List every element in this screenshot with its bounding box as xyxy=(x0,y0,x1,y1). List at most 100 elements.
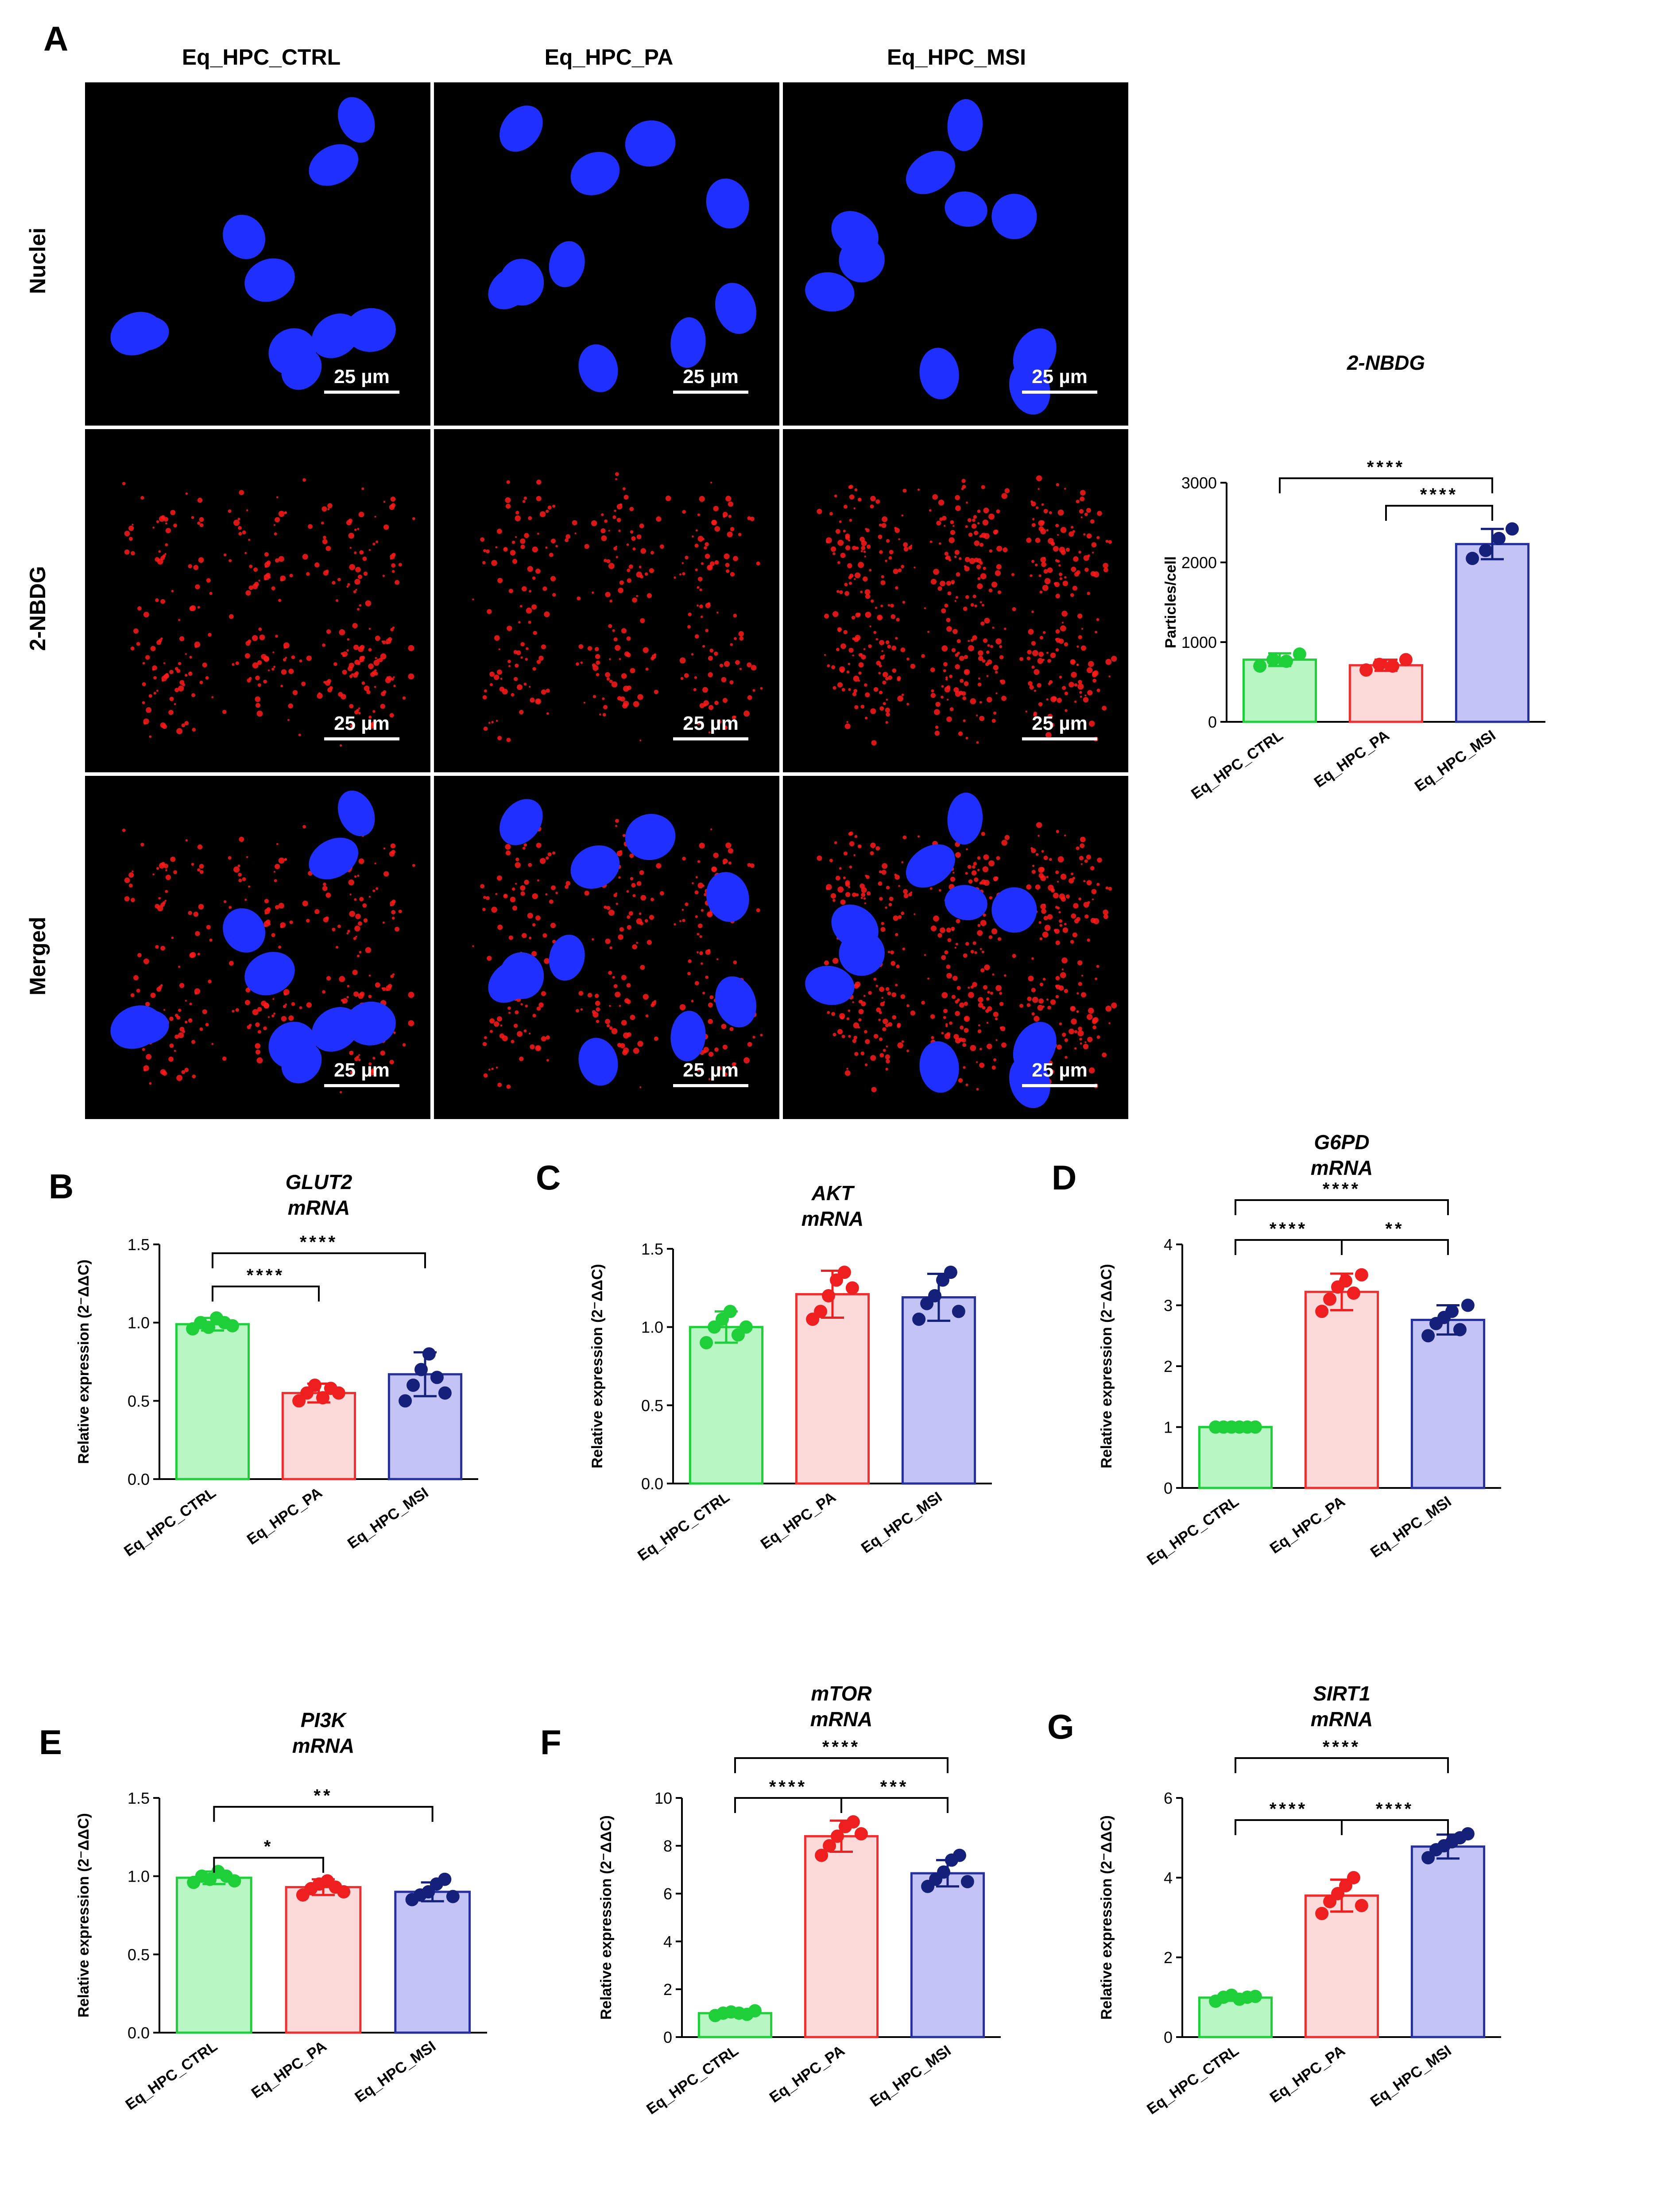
uptake-particle xyxy=(945,676,948,679)
uptake-particle xyxy=(209,938,213,942)
uptake-particle xyxy=(946,626,952,632)
y-tick-label: 4 xyxy=(663,1933,672,1951)
uptake-particle xyxy=(986,1043,992,1050)
uptake-particle xyxy=(283,989,290,996)
uptake-particle xyxy=(964,681,969,686)
uptake-particle xyxy=(1025,710,1027,713)
uptake-particle xyxy=(971,870,977,876)
uptake-particle xyxy=(708,731,711,734)
uptake-particle xyxy=(860,590,863,593)
uptake-particle xyxy=(1031,665,1035,669)
cell-nucleus xyxy=(991,194,1037,240)
uptake-particle xyxy=(728,515,732,518)
uptake-particle xyxy=(650,898,654,902)
data-point xyxy=(407,1379,420,1392)
uptake-particle xyxy=(1040,528,1046,535)
uptake-particle xyxy=(1049,1069,1054,1074)
uptake-particle xyxy=(480,537,485,542)
uptake-particle xyxy=(945,1025,948,1027)
column-header-pa: Eq_HPC_PA xyxy=(544,45,674,70)
uptake-particle xyxy=(682,919,685,922)
uptake-particle xyxy=(956,986,961,990)
y-tick-label: 1 xyxy=(1164,1418,1173,1437)
uptake-particle xyxy=(853,507,856,510)
bar xyxy=(175,1876,252,2034)
uptake-particle xyxy=(1091,542,1097,548)
uptake-particle xyxy=(199,864,204,869)
uptake-particle xyxy=(349,704,354,709)
uptake-particle xyxy=(836,647,840,651)
data-point xyxy=(1479,544,1493,557)
uptake-particle xyxy=(645,667,649,671)
data-point xyxy=(1323,1292,1337,1306)
uptake-particle xyxy=(335,599,339,602)
uptake-particle xyxy=(914,913,916,915)
uptake-particle xyxy=(1062,581,1069,586)
uptake-particle xyxy=(968,639,970,642)
uptake-particle xyxy=(1092,678,1097,683)
uptake-particle xyxy=(946,716,952,722)
uptake-particle xyxy=(252,635,258,641)
uptake-particle xyxy=(365,947,372,953)
uptake-particle xyxy=(352,969,358,975)
uptake-particle xyxy=(1039,590,1043,594)
uptake-particle xyxy=(256,1057,263,1064)
bar xyxy=(910,1872,985,2038)
cell-nucleus xyxy=(625,120,676,167)
uptake-particle xyxy=(921,1000,925,1005)
uptake-particle xyxy=(1072,585,1077,591)
uptake-particle xyxy=(1061,896,1066,902)
y-tick-label: 4 xyxy=(1164,1236,1173,1254)
scale-bar-line xyxy=(1022,737,1097,740)
uptake-particle xyxy=(626,543,629,546)
uptake-particle xyxy=(1036,822,1042,828)
uptake-particle xyxy=(982,519,989,526)
uptake-particle xyxy=(859,845,861,848)
uptake-particle xyxy=(639,739,642,742)
uptake-particle xyxy=(391,563,396,568)
uptake-particle xyxy=(383,500,386,503)
uptake-particle xyxy=(997,937,1002,941)
uptake-particle xyxy=(535,698,542,705)
uptake-particle xyxy=(484,689,487,693)
uptake-particle xyxy=(1080,863,1083,865)
uptake-particle xyxy=(165,522,167,525)
uptake-particle xyxy=(565,534,571,539)
data-point xyxy=(831,1829,844,1843)
uptake-particle xyxy=(917,835,920,838)
uptake-particle xyxy=(952,629,958,634)
uptake-particle xyxy=(1036,475,1042,481)
uptake-particle xyxy=(1074,683,1078,687)
uptake-particle xyxy=(849,484,853,489)
uptake-particle xyxy=(1108,887,1112,891)
uptake-particle xyxy=(996,509,1000,514)
uptake-particle xyxy=(991,719,996,723)
uptake-particle xyxy=(989,896,993,899)
uptake-particle xyxy=(977,930,983,936)
uptake-particle xyxy=(981,485,985,489)
uptake-particle xyxy=(955,1011,960,1016)
uptake-particle xyxy=(1105,886,1109,890)
uptake-particle xyxy=(341,999,344,1002)
uptake-particle xyxy=(871,740,877,746)
uptake-particle xyxy=(862,576,868,582)
uptake-particle xyxy=(959,1002,964,1008)
uptake-particle xyxy=(601,513,604,516)
data-point xyxy=(1445,1305,1459,1318)
uptake-particle xyxy=(189,1018,192,1020)
uptake-particle xyxy=(360,992,365,996)
cell-nucleus xyxy=(1009,1055,1050,1108)
uptake-particle xyxy=(626,983,631,988)
uptake-particle xyxy=(347,985,350,988)
scale-bar-label: 25 µm xyxy=(683,1059,739,1081)
uptake-particle xyxy=(541,1036,546,1042)
uptake-particle xyxy=(978,1024,980,1027)
uptake-particle xyxy=(1042,978,1046,981)
uptake-particle xyxy=(508,589,513,593)
uptake-particle xyxy=(1105,539,1109,543)
scale-bar: 25 µm xyxy=(324,1059,399,1087)
uptake-particle xyxy=(206,578,211,583)
uptake-particle xyxy=(472,945,474,947)
data-point xyxy=(1373,658,1386,671)
uptake-particle xyxy=(651,654,656,659)
